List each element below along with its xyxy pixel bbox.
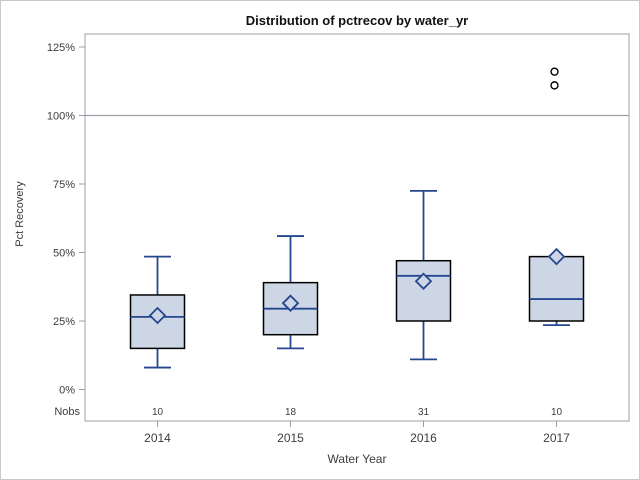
x-tick-label: 2017 [543, 431, 570, 445]
x-tick-label: 2016 [410, 431, 437, 445]
chart-title: Distribution of pctrecov by water_yr [245, 13, 469, 28]
y-tick-label: 75% [53, 179, 75, 191]
box-2017 [528, 255, 585, 322]
outlier-point [550, 81, 559, 90]
mean-diamond [547, 247, 566, 266]
y-tick-label: 100% [47, 111, 75, 123]
y-tick-label: 125% [47, 42, 75, 54]
outlier-point [550, 67, 559, 76]
x-tick-label: 2015 [277, 431, 304, 445]
y-tick-label: 0% [59, 384, 75, 396]
x-axis-title: Water Year [327, 452, 387, 466]
x-tick-label: 2014 [144, 431, 171, 445]
y-tick-label: 50% [53, 248, 75, 260]
nobs-label: Nobs [54, 406, 80, 418]
plot-frame [84, 33, 630, 422]
box-2016 [395, 259, 452, 322]
nobs-value: 31 [418, 407, 430, 418]
mean-diamond [414, 272, 433, 291]
nobs-value: 10 [551, 407, 563, 418]
nobs-value: 10 [152, 407, 164, 418]
mean-diamond [148, 306, 167, 325]
nobs-value: 18 [285, 407, 297, 418]
y-tick-label: 25% [53, 316, 75, 328]
mean-diamond [281, 294, 300, 312]
